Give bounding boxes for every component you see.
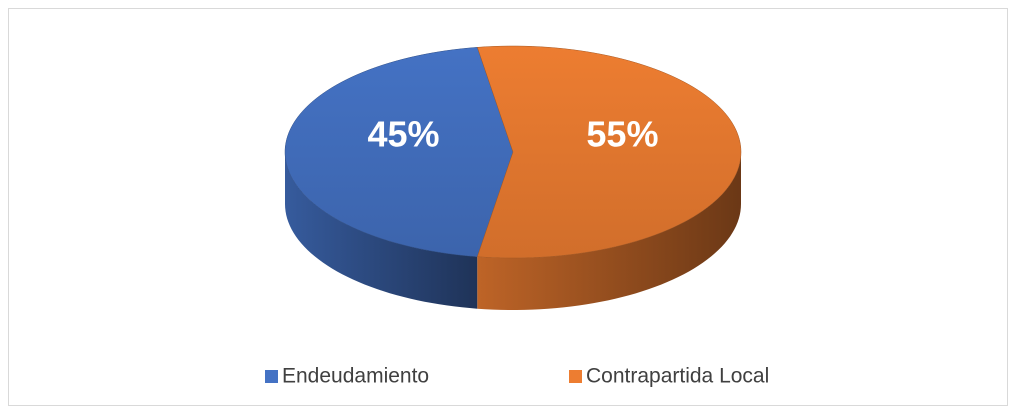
pie-slice: [284, 47, 514, 257]
value-label: 55%: [586, 114, 658, 155]
legend-label: Endeudamiento: [282, 365, 429, 388]
slice-side: [285, 152, 478, 309]
legend-label: Contrapartida Local: [586, 365, 769, 388]
legend-swatch: [569, 370, 582, 383]
value-label: 45%: [368, 114, 440, 155]
slice-side: [477, 152, 741, 310]
legend-swatch: [265, 370, 278, 383]
pie-slice: [476, 45, 742, 259]
